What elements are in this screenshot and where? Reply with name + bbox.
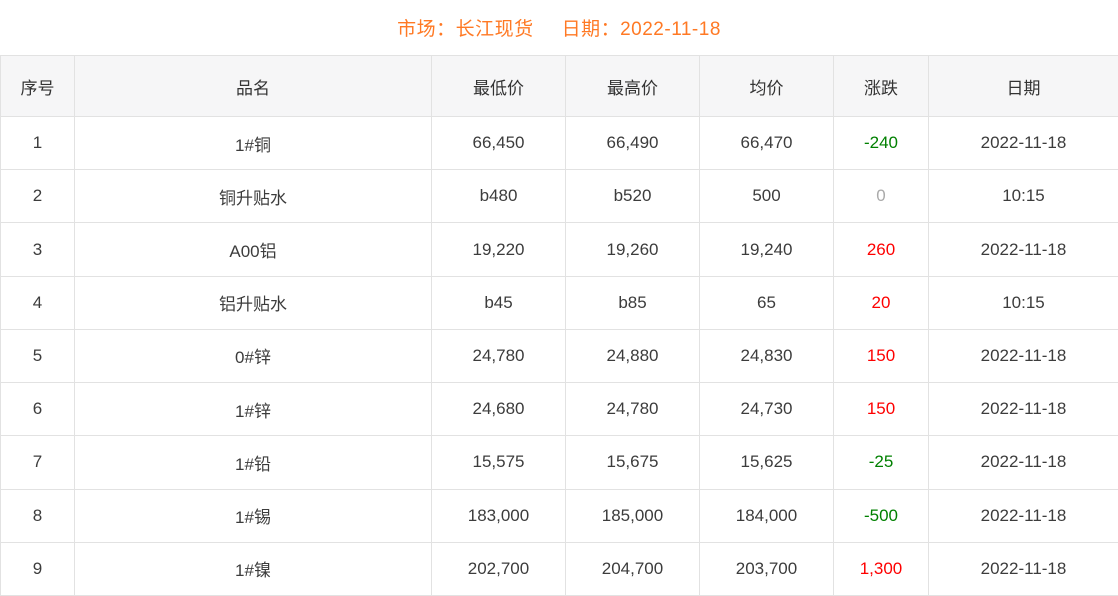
cell-serial: 4	[0, 275, 75, 330]
market-label: 市场：长江现货	[397, 19, 534, 40]
cell-serial: 8	[0, 488, 75, 543]
cell-high: 185,000	[565, 488, 700, 543]
cell-product: 1#铅	[74, 435, 432, 490]
header-change: 涨跌	[833, 55, 929, 117]
cell-date: 2022-11-18	[928, 115, 1118, 171]
cell-low: 202,700	[431, 541, 566, 596]
cell-date: 2022-11-18	[928, 541, 1118, 596]
cell-low: 15,575	[431, 435, 566, 490]
cell-serial: 9	[0, 541, 75, 596]
table-row: 6 1#锌 24,680 24,780 24,730 150 2022-11-1…	[0, 382, 1118, 437]
table-row: 4 铝升贴水 b45 b85 65 20 10:15	[0, 275, 1118, 330]
cell-change: 150	[833, 328, 929, 384]
cell-high: 24,880	[565, 328, 700, 384]
page-title: 市场：长江现货 日期：2022-11-18	[0, 0, 1118, 55]
header-high: 最高价	[565, 55, 700, 117]
table-row: 2 铜升贴水 b480 b520 500 0 10:15	[0, 169, 1118, 224]
cell-date: 10:15	[928, 275, 1118, 330]
cell-product: 铜升贴水	[74, 169, 432, 224]
header-product: 品名	[74, 55, 432, 117]
cell-product: 1#锌	[74, 382, 432, 437]
cell-change: 1,300	[833, 541, 929, 596]
cell-date: 2022-11-18	[928, 435, 1118, 490]
cell-serial: 5	[0, 328, 75, 384]
cell-date: 2022-11-18	[928, 382, 1118, 437]
cell-low: 24,680	[431, 382, 566, 437]
cell-avg: 24,830	[699, 328, 834, 384]
cell-date: 2022-11-18	[928, 488, 1118, 543]
cell-low: 183,000	[431, 488, 566, 543]
cell-change: 260	[833, 222, 929, 277]
cell-date: 2022-11-18	[928, 328, 1118, 384]
cell-high: 19,260	[565, 222, 700, 277]
header-date: 日期	[928, 55, 1118, 117]
cell-high: 15,675	[565, 435, 700, 490]
cell-serial: 2	[0, 169, 75, 224]
cell-change: 150	[833, 382, 929, 437]
cell-high: 24,780	[565, 382, 700, 437]
cell-product: A00铝	[74, 222, 432, 277]
table-row: 8 1#锡 183,000 185,000 184,000 -500 2022-…	[0, 488, 1118, 543]
header-avg: 均价	[699, 55, 834, 117]
cell-avg: 66,470	[699, 115, 834, 171]
table-row: 1 1#铜 66,450 66,490 66,470 -240 2022-11-…	[0, 115, 1118, 171]
cell-serial: 6	[0, 382, 75, 437]
cell-high: 66,490	[565, 115, 700, 171]
cell-avg: 65	[699, 275, 834, 330]
date-label: 日期：2022-11-18	[561, 19, 721, 40]
cell-serial: 3	[0, 222, 75, 277]
cell-low: b45	[431, 275, 566, 330]
table-header-row: 序号 品名 最低价 最高价 均价 涨跌 日期	[0, 55, 1118, 117]
cell-date: 10:15	[928, 169, 1118, 224]
cell-low: 19,220	[431, 222, 566, 277]
cell-low: b480	[431, 169, 566, 224]
cell-avg: 184,000	[699, 488, 834, 543]
price-table: 序号 品名 最低价 最高价 均价 涨跌 日期 1 1#铜 66,450 66,4…	[0, 55, 1118, 596]
cell-low: 66,450	[431, 115, 566, 171]
cell-low: 24,780	[431, 328, 566, 384]
table-row: 7 1#铅 15,575 15,675 15,625 -25 2022-11-1…	[0, 435, 1118, 490]
header-low: 最低价	[431, 55, 566, 117]
cell-avg: 15,625	[699, 435, 834, 490]
cell-serial: 1	[0, 115, 75, 171]
cell-high: b520	[565, 169, 700, 224]
table-row: 9 1#镍 202,700 204,700 203,700 1,300 2022…	[0, 541, 1118, 596]
header-serial: 序号	[0, 55, 75, 117]
cell-product: 1#铜	[74, 115, 432, 171]
table-row: 5 0#锌 24,780 24,880 24,830 150 2022-11-1…	[0, 328, 1118, 384]
cell-date: 2022-11-18	[928, 222, 1118, 277]
cell-product: 铝升贴水	[74, 275, 432, 330]
cell-change: 0	[833, 169, 929, 224]
cell-avg: 24,730	[699, 382, 834, 437]
cell-avg: 500	[699, 169, 834, 224]
cell-change: -500	[833, 488, 929, 543]
cell-change: 20	[833, 275, 929, 330]
cell-high: 204,700	[565, 541, 700, 596]
cell-product: 1#镍	[74, 541, 432, 596]
cell-high: b85	[565, 275, 700, 330]
cell-avg: 203,700	[699, 541, 834, 596]
cell-avg: 19,240	[699, 222, 834, 277]
table-row: 3 A00铝 19,220 19,260 19,240 260 2022-11-…	[0, 222, 1118, 277]
cell-change: -25	[833, 435, 929, 490]
cell-change: -240	[833, 115, 929, 171]
cell-serial: 7	[0, 435, 75, 490]
cell-product: 1#锡	[74, 488, 432, 543]
cell-product: 0#锌	[74, 328, 432, 384]
